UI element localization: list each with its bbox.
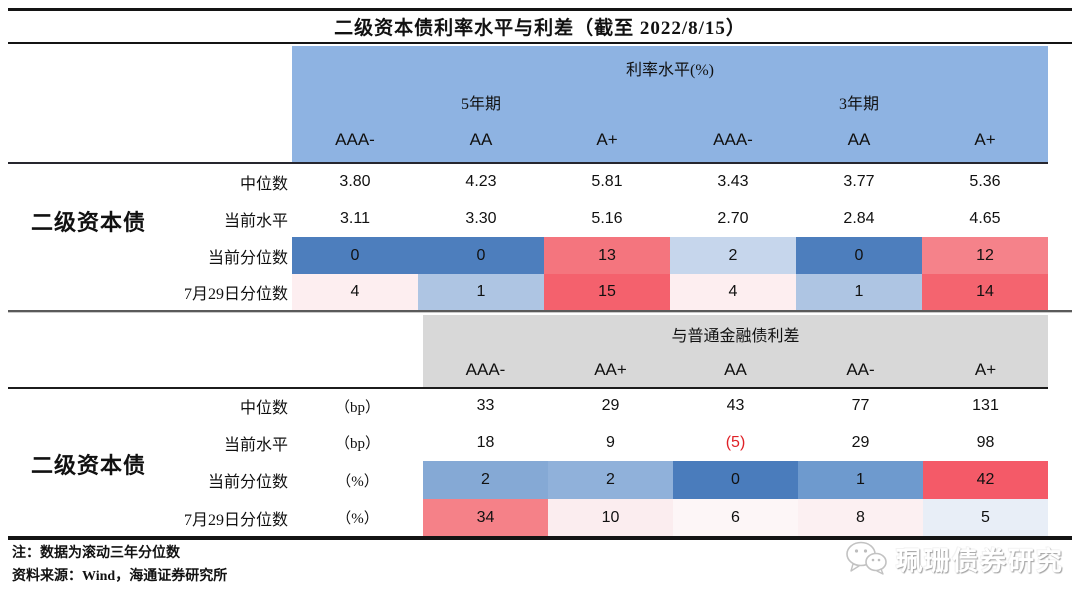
section-divider [8, 310, 1072, 312]
table-cell: 5.81 [591, 173, 623, 190]
rating-label: AA [469, 130, 493, 149]
header-rule [8, 387, 1048, 389]
table-row: 7月29日分位数 4 1 15 4 1 14 [0, 274, 1048, 310]
percentile-cell: 5 [923, 499, 1048, 536]
table-cell: 3.30 [465, 209, 497, 227]
table-cell: 2.70 [717, 209, 749, 227]
percentile-cell: 14 [922, 274, 1048, 310]
percentile-cell: 1 [796, 274, 922, 310]
rate-level-header: 利率水平(%) 5年期 3年期 AAA- AA A+ AAA- AA A+ [292, 46, 1048, 162]
percentile-cell: 4 [670, 274, 796, 310]
footnote-source: 资料来源：Wind，海通证券研究所 [12, 569, 228, 584]
percentile-cell: 34 [423, 499, 548, 536]
row-label: 中位数 [239, 400, 288, 417]
watermark-label: 珮珊债券研究 [895, 546, 1064, 576]
table-row: 当前分位数 0 0 13 2 0 12 [0, 237, 1048, 274]
table-cell: (5) [725, 433, 746, 451]
table-row: 当前水平 3.11 3.30 5.16 2.70 2.84 4.65 [0, 200, 1048, 237]
percentile-cell: 6 [673, 499, 798, 536]
row-label: 中位数 [239, 176, 288, 193]
rating-row: AAA- AA A+ AAA- AA A+ [292, 118, 1048, 162]
page-title: 二级资本债利率水平与利差（截至 2022/8/15） [334, 18, 746, 39]
group-label-tier2-bond: 二级资本债 [31, 453, 147, 478]
rating-label: A+ [974, 360, 997, 379]
percentile-cell: 13 [544, 237, 670, 274]
table-cell: 33 [476, 397, 495, 414]
term-row: 5年期 3年期 [292, 90, 1048, 118]
row-label: 当前分位数 [207, 249, 288, 267]
rating-label: AA [847, 130, 871, 149]
percentile-cell: 10 [548, 499, 673, 536]
term-5y-label: 5年期 [460, 96, 501, 113]
rating-label: AA+ [594, 360, 627, 379]
table-cell: 29 [601, 397, 620, 414]
rating-label: A+ [974, 130, 996, 149]
rating-label: AAA- [465, 360, 506, 379]
rating-label: AA- [846, 360, 875, 379]
spread-header-title: 与普通金融债利差 [671, 328, 800, 345]
table-cell: 2.84 [843, 209, 875, 227]
table-row: 当前分位数 （%） 2 2 0 1 42 [0, 461, 1048, 499]
table-cell: 18 [476, 433, 495, 451]
row-label: 当前水平 [223, 212, 288, 230]
header-rule [8, 162, 1048, 164]
table-cell: 9 [606, 433, 615, 451]
unit-label: （bp） [334, 399, 380, 416]
percentile-cell: 15 [544, 274, 670, 310]
table-row: 中位数 3.80 4.23 5.81 3.43 3.77 5.36 [0, 164, 1048, 200]
table-row: 7月29日分位数 （%） 34 10 6 8 5 [0, 499, 1048, 536]
group-label-tier2-bond: 二级资本债 [31, 210, 147, 235]
row-label: 7月29日分位数 [183, 286, 288, 303]
rating-label: AAA- [335, 130, 375, 149]
percentile-cell: 8 [798, 499, 923, 536]
percentile-cell: 2 [670, 237, 796, 274]
table-row: 当前水平 （bp） 18 9 (5) 29 98 [0, 424, 1048, 461]
term-3y-label: 3年期 [838, 96, 879, 113]
percentile-cell: 2 [548, 461, 673, 499]
watermark: 珮珊债券研究 [844, 540, 1064, 578]
percentile-cell: 2 [423, 461, 548, 499]
top-rule [8, 8, 1072, 11]
row-label: 当前水平 [223, 436, 288, 454]
table-cell: 3.80 [339, 173, 371, 190]
table-cell: 98 [976, 433, 995, 451]
rating-label: AA [724, 360, 747, 379]
table-cell: 29 [851, 433, 870, 451]
table-cell: 77 [851, 397, 870, 414]
title-rule [8, 42, 1072, 44]
percentile-cell: 0 [418, 237, 544, 274]
row-label: 7月29日分位数 [183, 511, 288, 529]
rating-row: AAA- AA+ AA AA- A+ [423, 353, 1048, 387]
rating-label: AAA- [713, 130, 753, 149]
percentile-cell: 1 [798, 461, 923, 499]
row-label: 当前分位数 [207, 474, 288, 491]
percentile-cell: 12 [922, 237, 1048, 274]
table-cell: 5.16 [591, 209, 623, 227]
percentile-cell: 0 [796, 237, 922, 274]
spread-header: 与普通金融债利差 AAA- AA+ AA AA- A+ [423, 315, 1048, 387]
table-cell: 3.11 [340, 209, 370, 227]
footnote-data-note: 注：数据为滚动三年分位数 [12, 546, 180, 561]
table-cell: 3.43 [717, 173, 749, 190]
table-cell: 4.23 [465, 173, 497, 190]
rate-level-header-title: 利率水平(%) [626, 62, 714, 79]
table-row: 中位数 （bp） 33 29 43 77 131 [0, 388, 1048, 424]
percentile-cell: 4 [292, 274, 418, 310]
percentile-cell: 1 [418, 274, 544, 310]
unit-label: （%） [336, 511, 379, 527]
percentile-cell: 42 [923, 461, 1048, 499]
wechat-icon [844, 540, 888, 578]
table-cell: 3.77 [843, 173, 875, 190]
table-cell: 43 [726, 397, 745, 414]
table-cell: 131 [972, 397, 999, 414]
bottom-rule [8, 536, 1072, 540]
unit-label: （bp） [334, 436, 380, 452]
table-cell: 4.65 [969, 209, 1001, 227]
percentile-cell: 0 [292, 237, 418, 274]
rating-label: A+ [596, 130, 618, 149]
unit-label: （%） [336, 473, 379, 490]
percentile-cell: 0 [673, 461, 798, 499]
table-cell: 5.36 [969, 173, 1001, 190]
